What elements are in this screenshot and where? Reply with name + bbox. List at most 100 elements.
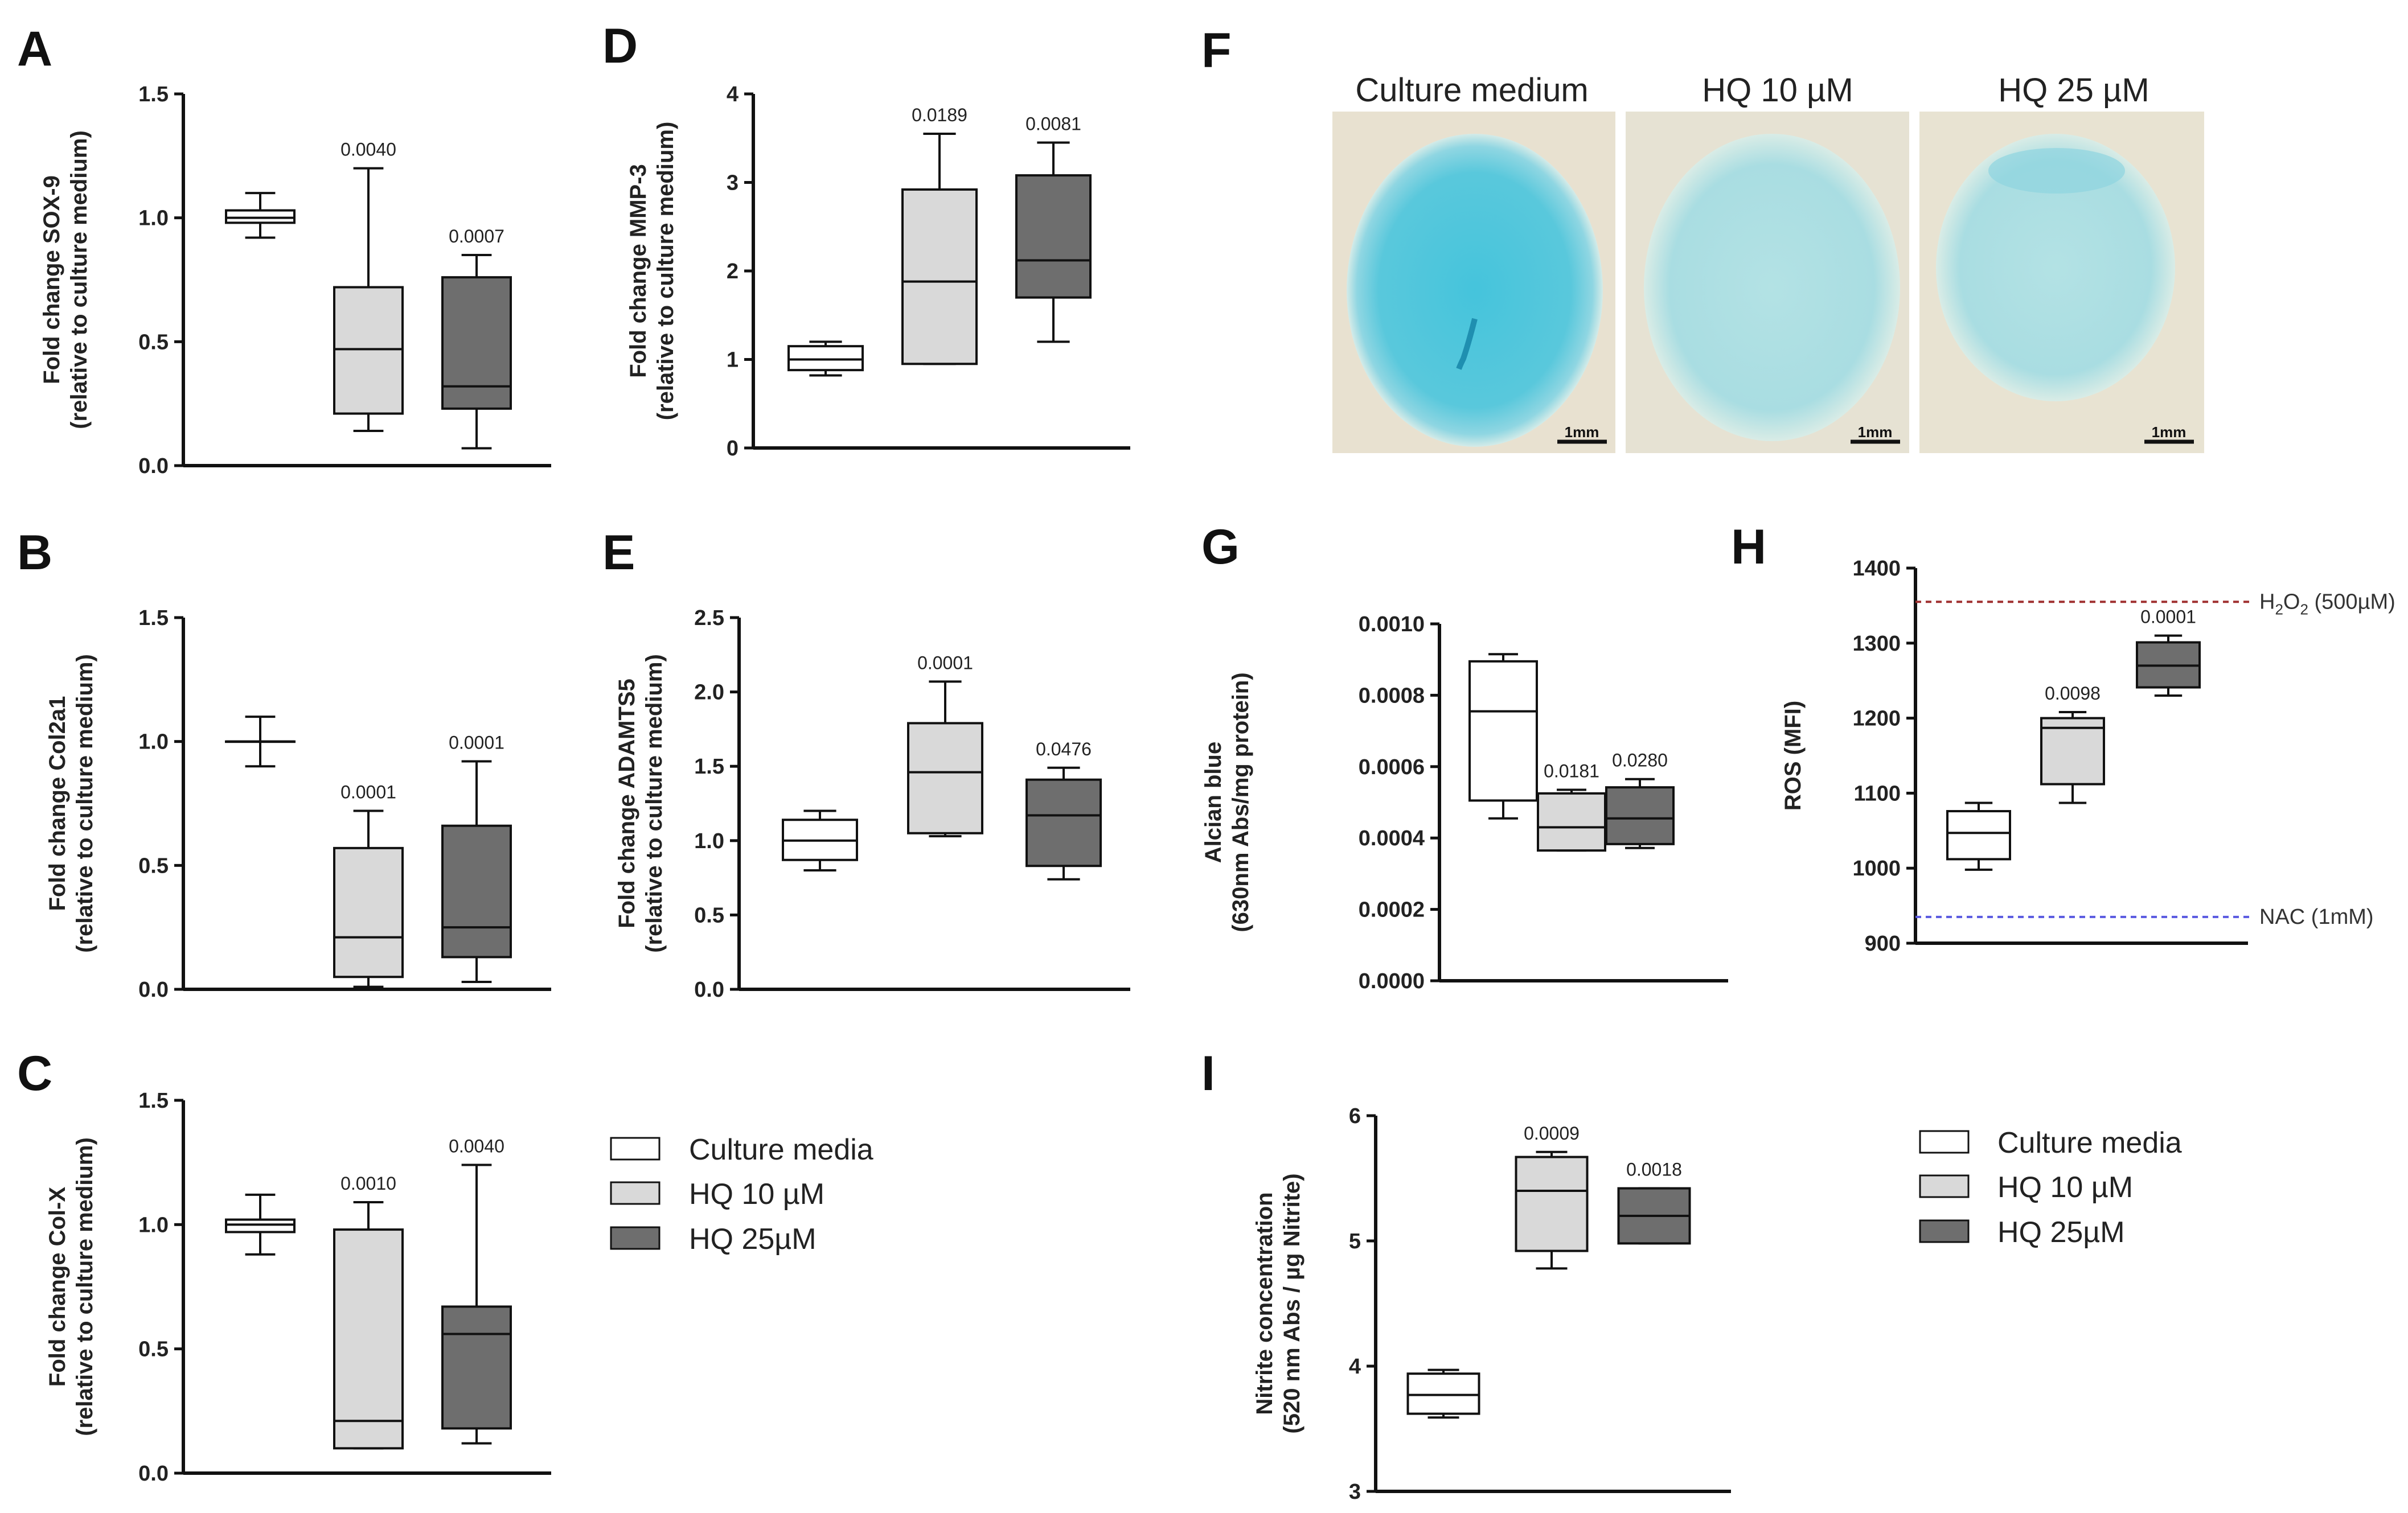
box-iqr [907, 722, 983, 834]
box-culture [1946, 801, 2011, 871]
box-iqr [787, 345, 864, 372]
y-tick-label: 0.0004 [1359, 827, 1425, 850]
scale-bar-label: 1mm [1565, 424, 1599, 441]
y-tick-label: 0.0002 [1359, 898, 1425, 922]
y-axis-label: Fold change SOX-9 (relative to culture me… [39, 130, 92, 429]
y-tick-label: 0.0 [694, 978, 724, 1002]
p-value-label: 0.0001 [341, 782, 396, 803]
legend-label-culture: Culture media [689, 1133, 873, 1166]
y-axis-label-line: ROS (MFI) [1781, 701, 1806, 811]
box-hq25: 0.0476 [1025, 739, 1102, 881]
y-tick-label: 0.0 [138, 454, 169, 478]
box-hq10: 0.0009 [1515, 1123, 1589, 1270]
box-iqr [1605, 786, 1675, 845]
box-iqr [1025, 778, 1102, 867]
y-axis-label-line: (relative to culture medium) [653, 122, 678, 421]
box-iqr [1406, 1372, 1480, 1415]
box-iqr [441, 824, 512, 959]
panel-letter-c: C [17, 1046, 52, 1101]
reference-line-label: H2O2 (500µM) [2259, 590, 2395, 618]
box-hq10: 0.0181 [1537, 761, 1606, 852]
y-tick-label: 0.0006 [1359, 755, 1425, 779]
box-hq10: 0.0001 [907, 652, 983, 837]
p-value-label: 0.0001 [917, 652, 973, 673]
y-tick-label: 1400 [1852, 557, 1901, 581]
y-axis-label-line: Fold change Col-X [45, 1187, 70, 1387]
box-iqr [1537, 792, 1606, 852]
y-axis-label: ROS (MFI) [1781, 701, 1806, 811]
box-hq25: 0.0280 [1605, 750, 1675, 849]
panel-letter-e: E [602, 525, 635, 580]
y-tick-label: 4 [727, 83, 739, 106]
legend-left: Culture media HQ 10 µM HQ 25µM [610, 1133, 873, 1256]
p-value-label: 0.0010 [341, 1173, 396, 1194]
box-plot-panels: A 0.0 0.5 1.0 1.5 Fold change SOX-9 (relative … [17, 19, 2395, 1504]
box-iqr [333, 286, 404, 415]
y-tick-label: 1100 [1854, 782, 1901, 805]
image-culture-medium: Culture medium 1mm [1332, 72, 1615, 453]
pellet-fold [1456, 318, 1478, 370]
y-tick-label: 3 [1349, 1480, 1361, 1504]
box-hq25: 0.0001 [441, 732, 512, 983]
box-iqr [1946, 810, 2011, 861]
panel-letter-a: A [17, 22, 52, 76]
box-iqr [2040, 717, 2105, 786]
ref-mid: O [2283, 590, 2300, 614]
box-hq10: 0.0010 [333, 1173, 404, 1450]
p-value-label: 0.0040 [449, 1136, 504, 1157]
stain-rim [1988, 148, 2125, 194]
reference-line-label: NAC (1mM) [2259, 905, 2374, 929]
stained-pellet [1347, 134, 1603, 447]
y-tick-label: 5 [1349, 1230, 1361, 1253]
y-tick-label: 2.5 [694, 606, 724, 630]
legend-label-hq10: HQ 10 µM [689, 1178, 824, 1211]
p-value-label: 0.0098 [2045, 683, 2101, 704]
y-axis-label: Fold change MMP-3 (relative to culture me… [626, 122, 678, 421]
box-iqr [1468, 660, 1538, 802]
legend-label-hq25: HQ 25µM [689, 1223, 817, 1256]
panel-letter-h: H [1731, 520, 1766, 574]
panel-g-chart: G 0.0000 0.0002 0.0004 0.0006 0.0008 0.0010 Alc… [1201, 520, 1728, 993]
legend-label-culture: Culture media [1997, 1126, 2182, 1160]
p-value-label: 0.0476 [1036, 739, 1092, 759]
box-iqr [1515, 1156, 1589, 1252]
box-culture [1468, 653, 1538, 820]
y-axis-label-line: (relative to culture medium) [72, 654, 97, 953]
y-tick-label: 6 [1349, 1104, 1361, 1128]
y-tick-label: 1.0 [138, 1213, 169, 1237]
stained-pellet [1936, 134, 2175, 401]
panel-i-chart: I 3 4 5 6 Nitrite concentration (520 nm Abs / … [1201, 1046, 1731, 1504]
y-tick-label: 0.5 [138, 330, 169, 354]
y-tick-label: 0.0 [138, 978, 169, 1002]
y-tick-label: 2.0 [694, 681, 724, 705]
panel-d-chart: D 0 1 2 3 4 Fold change MMP-3 (relative to cult… [602, 19, 1130, 461]
legend-swatch-hq10 [610, 1181, 661, 1205]
panel-e-chart: E 0.0 0.5 1.0 1.5 2.0 2.5 Fold change ADAMTS5 (r… [602, 525, 1130, 1002]
y-axis-label: Nitrite concentration (520 nm Abs / µg Ni… [1252, 1173, 1304, 1433]
p-value-label: 0.0001 [449, 732, 504, 753]
box-hq10: 0.0001 [333, 782, 404, 988]
box-culture [225, 1193, 296, 1256]
y-tick-label: 0.5 [694, 903, 724, 927]
box-hq25: 0.0001 [2136, 607, 2201, 697]
legend-swatch-hq10 [1919, 1174, 1970, 1198]
y-axis-label: Alcian blue (630nm Abs/mg protein) [1201, 672, 1253, 932]
p-value-label: 0.0009 [1524, 1123, 1580, 1144]
y-tick-label: 0.5 [138, 854, 169, 878]
box-iqr [441, 1305, 512, 1430]
legend-label-hq10: HQ 10 µM [1997, 1171, 2133, 1204]
y-tick-label: 1.0 [694, 829, 724, 853]
legend-swatch-culture [610, 1137, 661, 1161]
box-iqr [441, 276, 512, 410]
ref-sub: 2 [2300, 601, 2308, 618]
image-title-hq-10: HQ 10 µM [1702, 72, 1853, 109]
image-hq-25: HQ 25 µM 1mm [1919, 72, 2204, 453]
y-tick-label: 1.0 [138, 730, 169, 754]
y-tick-label: 1.5 [138, 83, 169, 106]
y-axis-label-line: Nitrite concentration [1252, 1192, 1277, 1415]
y-tick-label: 0 [727, 437, 739, 461]
box-culture [225, 716, 296, 768]
y-axis-label-line: (520 nm Abs / µg Nitrite) [1279, 1173, 1304, 1433]
y-tick-label: 0.5 [138, 1338, 169, 1362]
